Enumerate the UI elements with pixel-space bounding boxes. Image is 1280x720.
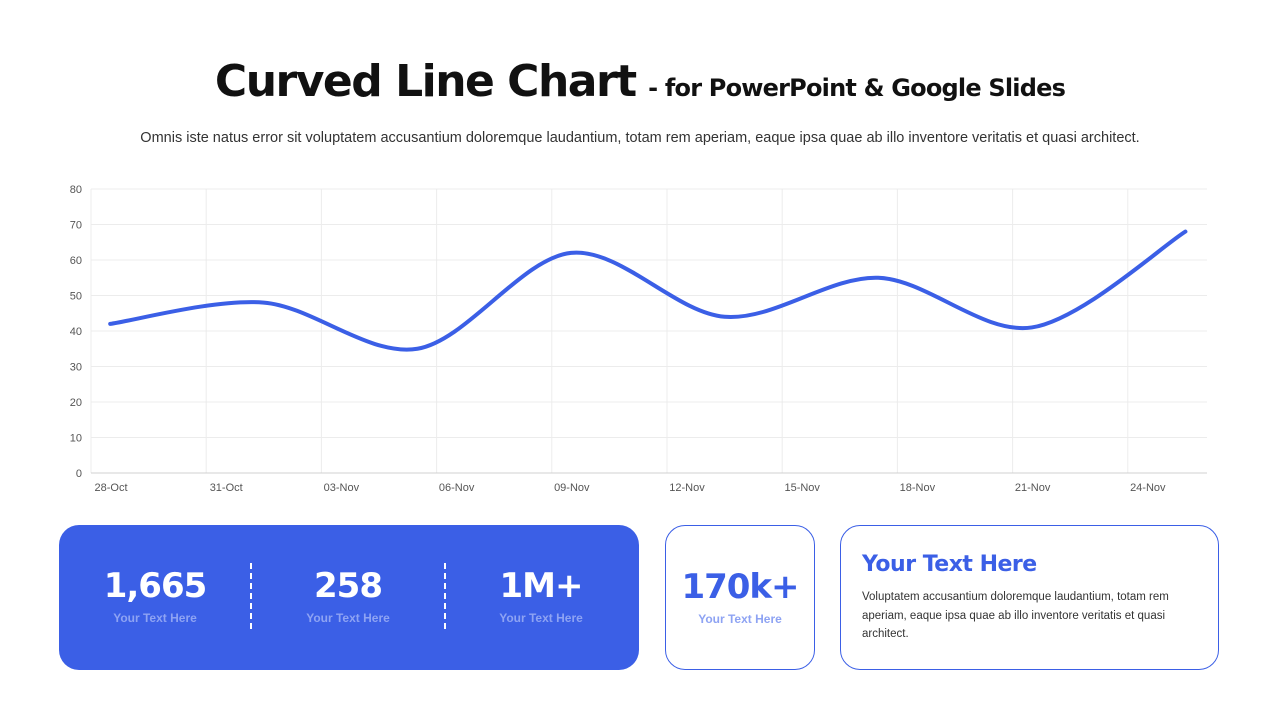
x-tick-label: 03-Nov [324,482,360,494]
stat-label: Your Text Here [698,612,782,626]
stat-label: Your Text Here [113,611,197,625]
x-tick-label: 18-Nov [900,482,936,494]
stat-value: 258 [314,566,383,606]
stat-item: 258 Your Text Here [252,565,444,625]
x-tick-label: 31-Oct [210,482,243,494]
page-title-row: Curved Line Chart - for PowerPoint & Goo… [0,56,1280,107]
stat-item: 170k+ Your Text Here [644,566,836,626]
stat-value: 170k+ [681,567,799,607]
page-title: Curved Line Chart [214,56,637,107]
x-tick-label: 21-Nov [1015,482,1051,494]
stat-item: 1M+ Your Text Here [445,565,637,625]
line-chart: 0 10 20 30 40 50 60 70 80 28-Oct 31-Oct 03-Nov 06-No… [70,184,1207,494]
x-tick-label: 09-Nov [554,482,590,494]
y-tick-label: 30 [70,362,82,374]
x-tick-label: 15-Nov [784,482,820,494]
text-card: Your Text Here Voluptatem accusantium do… [840,525,1219,670]
dashed-divider [250,563,252,629]
y-tick-label: 40 [70,326,82,338]
y-tick-label: 60 [70,255,82,267]
x-tick-label: 06-Nov [439,482,475,494]
dashed-divider [444,563,446,629]
stat-value: 1,665 [103,566,208,606]
x-tick-label: 12-Nov [669,482,705,494]
page-title-suffix: - for PowerPoint & Google Slides [648,74,1066,102]
text-card-body: Voluptatem accusantium doloremque laudan… [862,591,1169,640]
y-tick-label: 10 [70,433,82,445]
stat-value: 1M+ [499,566,584,606]
stats-card: 1,665 Your Text Here 258 Your Text Here … [59,525,639,670]
y-tick-label: 20 [70,397,82,409]
x-tick-label: 24-Nov [1130,482,1166,494]
stat-label: Your Text Here [499,611,583,625]
stat-item: 1,665 Your Text Here [59,565,251,625]
y-tick-label: 80 [70,184,82,196]
chart-canvas: 0 10 20 30 40 50 60 70 80 28-Oct 31-Oct 03-Nov 06-No… [70,184,1207,494]
page-description: Omnis iste natus error sit voluptatem ac… [140,130,1140,146]
y-tick-label: 0 [76,468,82,480]
y-tick-label: 70 [70,220,82,232]
single-stat-card: 170k+ Your Text Here [665,525,815,670]
y-tick-label: 50 [70,291,82,303]
text-card-title: Your Text Here [862,552,1037,577]
x-tick-label: 28-Oct [94,482,127,494]
stat-label: Your Text Here [306,611,390,625]
series-line [108,229,1188,352]
